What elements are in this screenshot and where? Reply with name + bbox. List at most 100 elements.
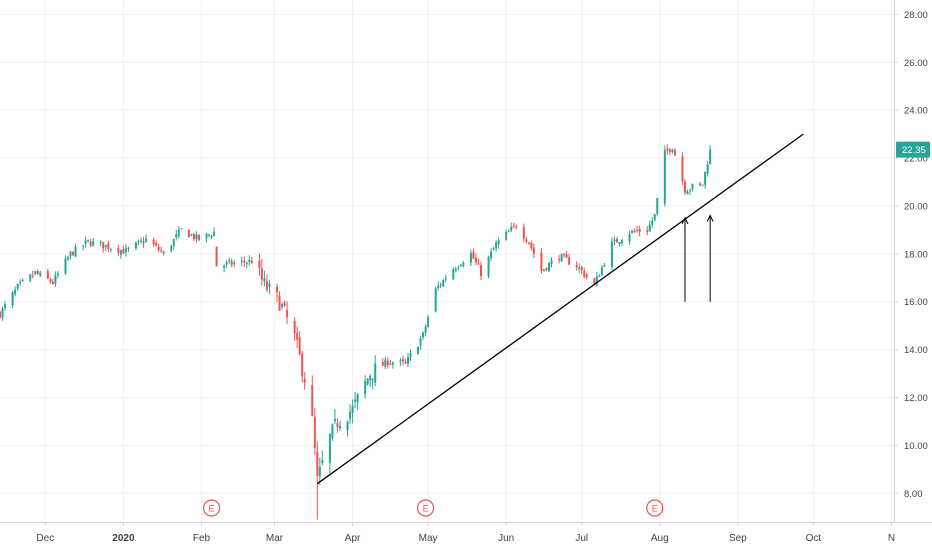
candle-body[interactable] [512, 225, 515, 227]
candle-body[interactable] [311, 385, 314, 416]
candle-body[interactable] [321, 459, 324, 464]
candle-body[interactable] [648, 224, 651, 232]
candle-body[interactable] [228, 260, 231, 262]
candle-body[interactable] [492, 248, 495, 250]
candle-body[interactable] [140, 240, 143, 242]
candle-body[interactable] [585, 274, 588, 278]
candle-body[interactable] [180, 228, 183, 230]
candle-body[interactable] [527, 242, 530, 244]
candle-body[interactable] [457, 267, 460, 269]
candle-body[interactable] [258, 260, 261, 268]
candle-body[interactable] [160, 250, 163, 252]
candle-body[interactable] [152, 239, 155, 245]
candle-body[interactable] [124, 248, 127, 253]
candle-body[interactable] [542, 269, 545, 271]
candle-series[interactable] [0, 144, 712, 520]
candle-body[interactable] [36, 271, 39, 274]
trendline[interactable] [316, 133, 804, 485]
candle-body[interactable] [406, 357, 409, 364]
candle-body[interactable] [497, 240, 500, 245]
candle-body[interactable] [137, 240, 140, 243]
candle-body[interactable] [170, 245, 173, 252]
candle-body[interactable] [313, 416, 316, 448]
candle-body[interactable] [615, 238, 618, 243]
candle-body[interactable] [16, 284, 19, 289]
candle-body[interactable] [29, 274, 32, 281]
candle-body[interactable] [250, 260, 253, 264]
candle-body[interactable] [653, 214, 656, 221]
candle-body[interactable] [442, 279, 445, 287]
candle-body[interactable] [681, 156, 684, 182]
candle-body[interactable] [706, 164, 709, 174]
candle-body[interactable] [208, 234, 211, 236]
candle-body[interactable] [286, 309, 289, 318]
candle-body[interactable] [651, 220, 654, 225]
candle-body[interactable] [223, 265, 226, 269]
candle-body[interactable] [109, 249, 112, 251]
candle-body[interactable] [631, 230, 634, 233]
candle-body[interactable] [74, 246, 77, 257]
candle-body[interactable] [328, 434, 331, 464]
candle-body[interactable] [560, 254, 563, 262]
candle-body[interactable] [462, 262, 465, 267]
candle-body[interactable] [580, 266, 583, 271]
candle-body[interactable] [177, 229, 180, 237]
candle-body[interactable] [99, 241, 102, 243]
candle-body[interactable] [190, 234, 193, 236]
candle-body[interactable] [283, 302, 286, 306]
candle-body[interactable] [21, 280, 24, 282]
candle-body[interactable] [505, 232, 508, 240]
candle-body[interactable] [565, 254, 568, 258]
candle-body[interactable] [563, 254, 566, 256]
candle-body[interactable] [263, 278, 266, 282]
candle-body[interactable] [172, 238, 175, 247]
candle-body[interactable] [19, 282, 22, 284]
candle-body[interactable] [1, 308, 4, 318]
candle-body[interactable] [427, 316, 430, 327]
candle-body[interactable] [245, 262, 248, 265]
candle-body[interactable] [336, 423, 339, 427]
candle-body[interactable] [4, 304, 7, 308]
candle-body[interactable] [530, 242, 533, 249]
candle-body[interactable] [293, 320, 296, 334]
candle-body[interactable] [346, 421, 349, 430]
candle-body[interactable] [409, 353, 412, 358]
candle-body[interactable] [578, 267, 581, 269]
candle-body[interactable] [522, 227, 525, 239]
candle-body[interactable] [278, 295, 281, 311]
candle-body[interactable] [155, 242, 158, 246]
candle-body[interactable] [51, 281, 54, 284]
candle-body[interactable] [575, 265, 578, 268]
candle-body[interactable] [404, 361, 407, 363]
candle-body[interactable] [593, 278, 596, 284]
price-axis[interactable]: 8.0010.0012.0014.0016.0018.0020.0022.002… [894, 0, 932, 550]
candle-body[interactable] [568, 257, 571, 265]
candle-body[interactable] [636, 229, 639, 231]
candle-body[interactable] [145, 238, 148, 242]
candle-body[interactable] [318, 466, 321, 477]
candle-body[interactable] [92, 241, 95, 246]
drawing-overlays[interactable] [316, 133, 804, 485]
candle-body[interactable] [268, 283, 271, 287]
candle-body[interactable] [356, 393, 359, 403]
candle-body[interactable] [210, 235, 213, 237]
candle-body[interactable] [54, 275, 57, 284]
candle-body[interactable] [233, 262, 236, 265]
candle-body[interactable] [490, 251, 493, 259]
candle-body[interactable] [384, 359, 387, 367]
candle-body[interactable] [276, 286, 279, 293]
candle-body[interactable] [333, 419, 336, 422]
candle-body[interactable] [89, 241, 92, 246]
candle-body[interactable] [0, 312, 1, 318]
candle-body[interactable] [437, 285, 440, 288]
candle-body[interactable] [699, 183, 702, 185]
candle-body[interactable] [454, 268, 457, 271]
candle-body[interactable] [260, 268, 263, 280]
candle-body[interactable] [469, 252, 472, 263]
candle-body[interactable] [187, 229, 190, 238]
candle-body[interactable] [701, 184, 704, 186]
candle-body[interactable] [525, 239, 528, 242]
candle-body[interactable] [452, 269, 455, 280]
